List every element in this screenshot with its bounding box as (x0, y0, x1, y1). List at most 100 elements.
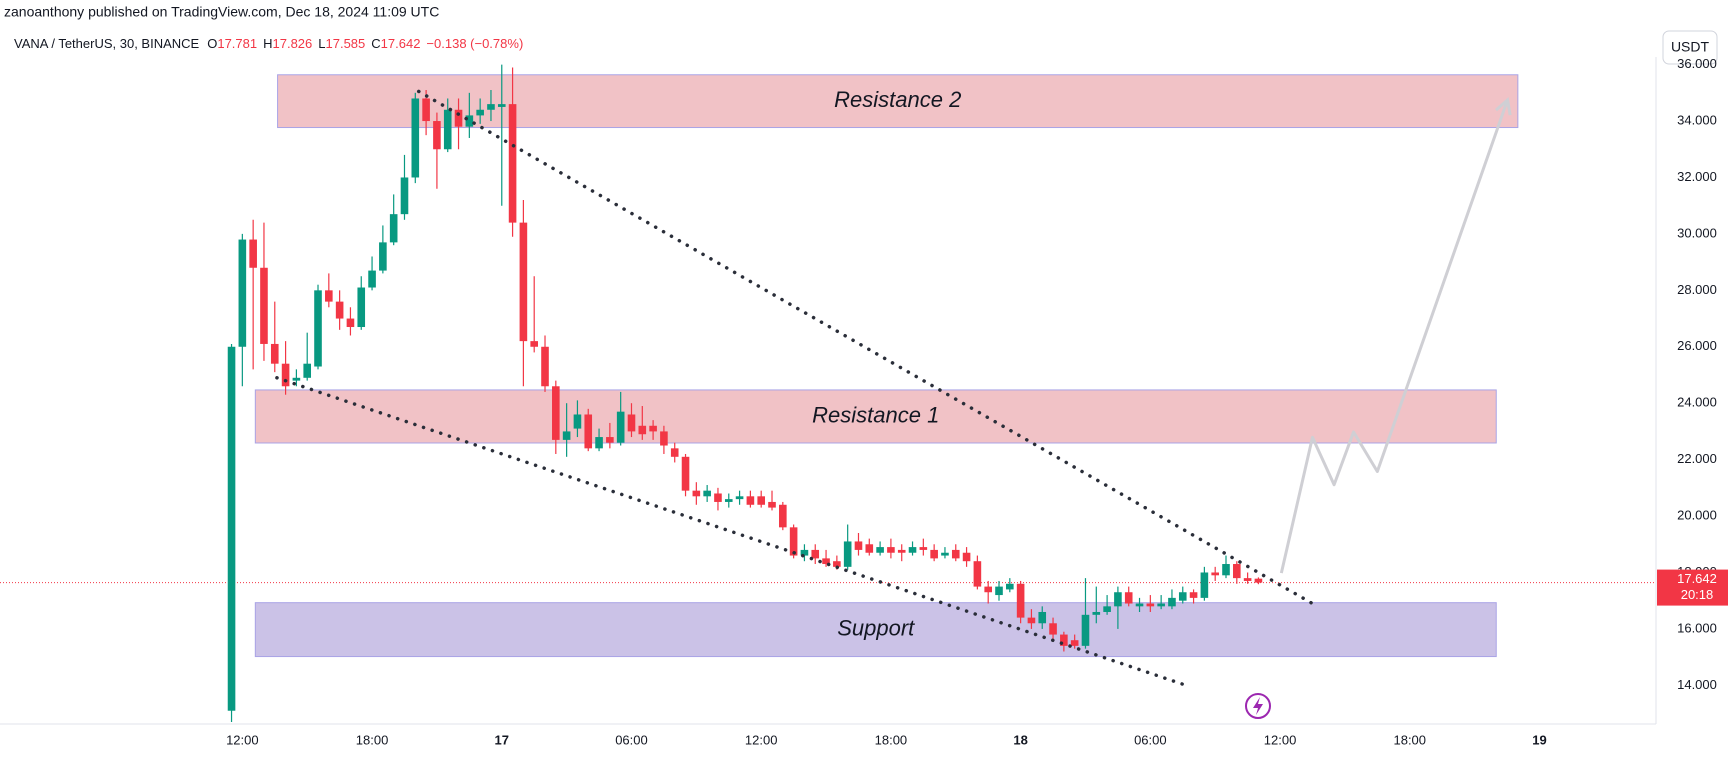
candle-body (454, 109, 463, 127)
candle-body (249, 239, 257, 268)
countdown-label: 20:18 (1681, 587, 1714, 602)
candle-body (508, 104, 517, 223)
y-tick-label: 14.000 (1677, 677, 1717, 692)
candle-body (541, 346, 549, 387)
candle-body (789, 527, 798, 556)
candle-body (1189, 592, 1198, 598)
candle-body (1103, 606, 1111, 612)
candle-body (1178, 592, 1187, 601)
legend-value: 17.781 (217, 36, 257, 51)
zone-label: Support (837, 615, 915, 640)
zone-label: Resistance 1 (812, 402, 939, 427)
candle-body (660, 431, 668, 446)
y-tick-label: 30.000 (1677, 225, 1717, 240)
currency-button-box[interactable] (1662, 30, 1718, 65)
legend-key: C (371, 36, 380, 51)
zone (277, 74, 1519, 129)
candle-body (649, 425, 657, 432)
candle-body (346, 318, 355, 328)
legend-key: L (318, 36, 325, 51)
candle-body (368, 270, 376, 288)
candle-body (1081, 614, 1090, 646)
candle-body (487, 104, 495, 110)
symbol: VANA / TetherUS, 30, BINANCE (14, 36, 200, 51)
candle-body (476, 109, 484, 116)
zone (254, 389, 1497, 444)
projection-path (1279, 101, 1507, 574)
plot-area: Resistance 2 Resistance 1 Support (0, 64, 1656, 723)
candle-body (714, 493, 722, 502)
zone-label: Resistance 2 (834, 87, 961, 112)
candle-body (1124, 592, 1133, 604)
candle-body (908, 547, 917, 553)
x-tick-label: 12:00 (745, 732, 778, 747)
legend-key: H (263, 36, 272, 51)
candle-body (941, 552, 949, 556)
candle-body (616, 411, 625, 443)
candle-body (919, 547, 928, 550)
legend-key: O (207, 36, 217, 51)
candle-body (530, 341, 539, 347)
candle-body (595, 437, 603, 449)
candle-body (973, 561, 982, 587)
candle-body (1211, 572, 1219, 576)
candle-body (833, 561, 841, 567)
x-tick-label: 18:00 (875, 732, 908, 747)
candle-body (389, 214, 398, 243)
candle-body (757, 496, 765, 505)
x-tick-label: 17 (495, 732, 509, 747)
candle-body (735, 496, 744, 500)
candle-body (800, 549, 809, 556)
candle-body (325, 290, 333, 302)
candle-body (433, 121, 441, 150)
currency-button-label[interactable]: USDT (1671, 39, 1710, 55)
candle-body (887, 547, 895, 553)
candle-body (270, 343, 279, 364)
candle-body (627, 414, 636, 432)
x-tick-label: 18:00 (356, 732, 389, 747)
candle-body (497, 104, 506, 107)
candle-body (779, 504, 787, 528)
candle-body (1038, 611, 1047, 624)
y-tick-label: 34.000 (1677, 112, 1717, 127)
x-tick-label: 06:00 (1134, 732, 1167, 747)
attribution: zanoanthony published on TradingView.com… (4, 4, 439, 20)
legend-change: −0.138 (−0.78%) (426, 36, 523, 51)
legend-value: 17.826 (273, 36, 313, 51)
lightning-icon[interactable] (1245, 693, 1271, 719)
y-tick-label: 24.000 (1677, 395, 1717, 410)
candle-body (984, 586, 992, 593)
candle-body (400, 177, 409, 215)
candle-body (443, 109, 452, 150)
candle-body (1016, 583, 1025, 618)
candle-body (465, 115, 474, 127)
candle-body (1254, 578, 1263, 583)
candle-body (1222, 564, 1230, 576)
candle-body (962, 552, 971, 562)
candle-body (1157, 603, 1165, 607)
last-price-label: 17.642 (1677, 571, 1717, 586)
candle-body (670, 448, 679, 457)
candle-body (854, 541, 863, 550)
currency-button[interactable]: USDT (1662, 30, 1718, 65)
candle-body (562, 431, 571, 440)
lightning-bolt[interactable] (1253, 697, 1263, 715)
y-tick-label: 32.000 (1677, 169, 1717, 184)
symbol-legend: VANA / TetherUS, 30, BINANCE O17.781 H17.8… (14, 36, 523, 51)
legend-value: 17.642 (381, 36, 421, 51)
candle-body (681, 456, 690, 491)
candle-body (897, 549, 906, 553)
legend-value: 17.585 (326, 36, 366, 51)
candle-body (1049, 623, 1057, 635)
candle-body (519, 222, 528, 342)
y-tick-label: 22.000 (1677, 451, 1717, 466)
candle-body (552, 386, 560, 440)
x-tick-label: 12:00 (1264, 732, 1297, 747)
candle-body (1092, 611, 1101, 615)
candle-body (606, 437, 614, 443)
candle-body (1070, 640, 1079, 646)
candle-body (876, 547, 884, 553)
candle-body (422, 98, 430, 122)
candle-body (303, 363, 312, 378)
